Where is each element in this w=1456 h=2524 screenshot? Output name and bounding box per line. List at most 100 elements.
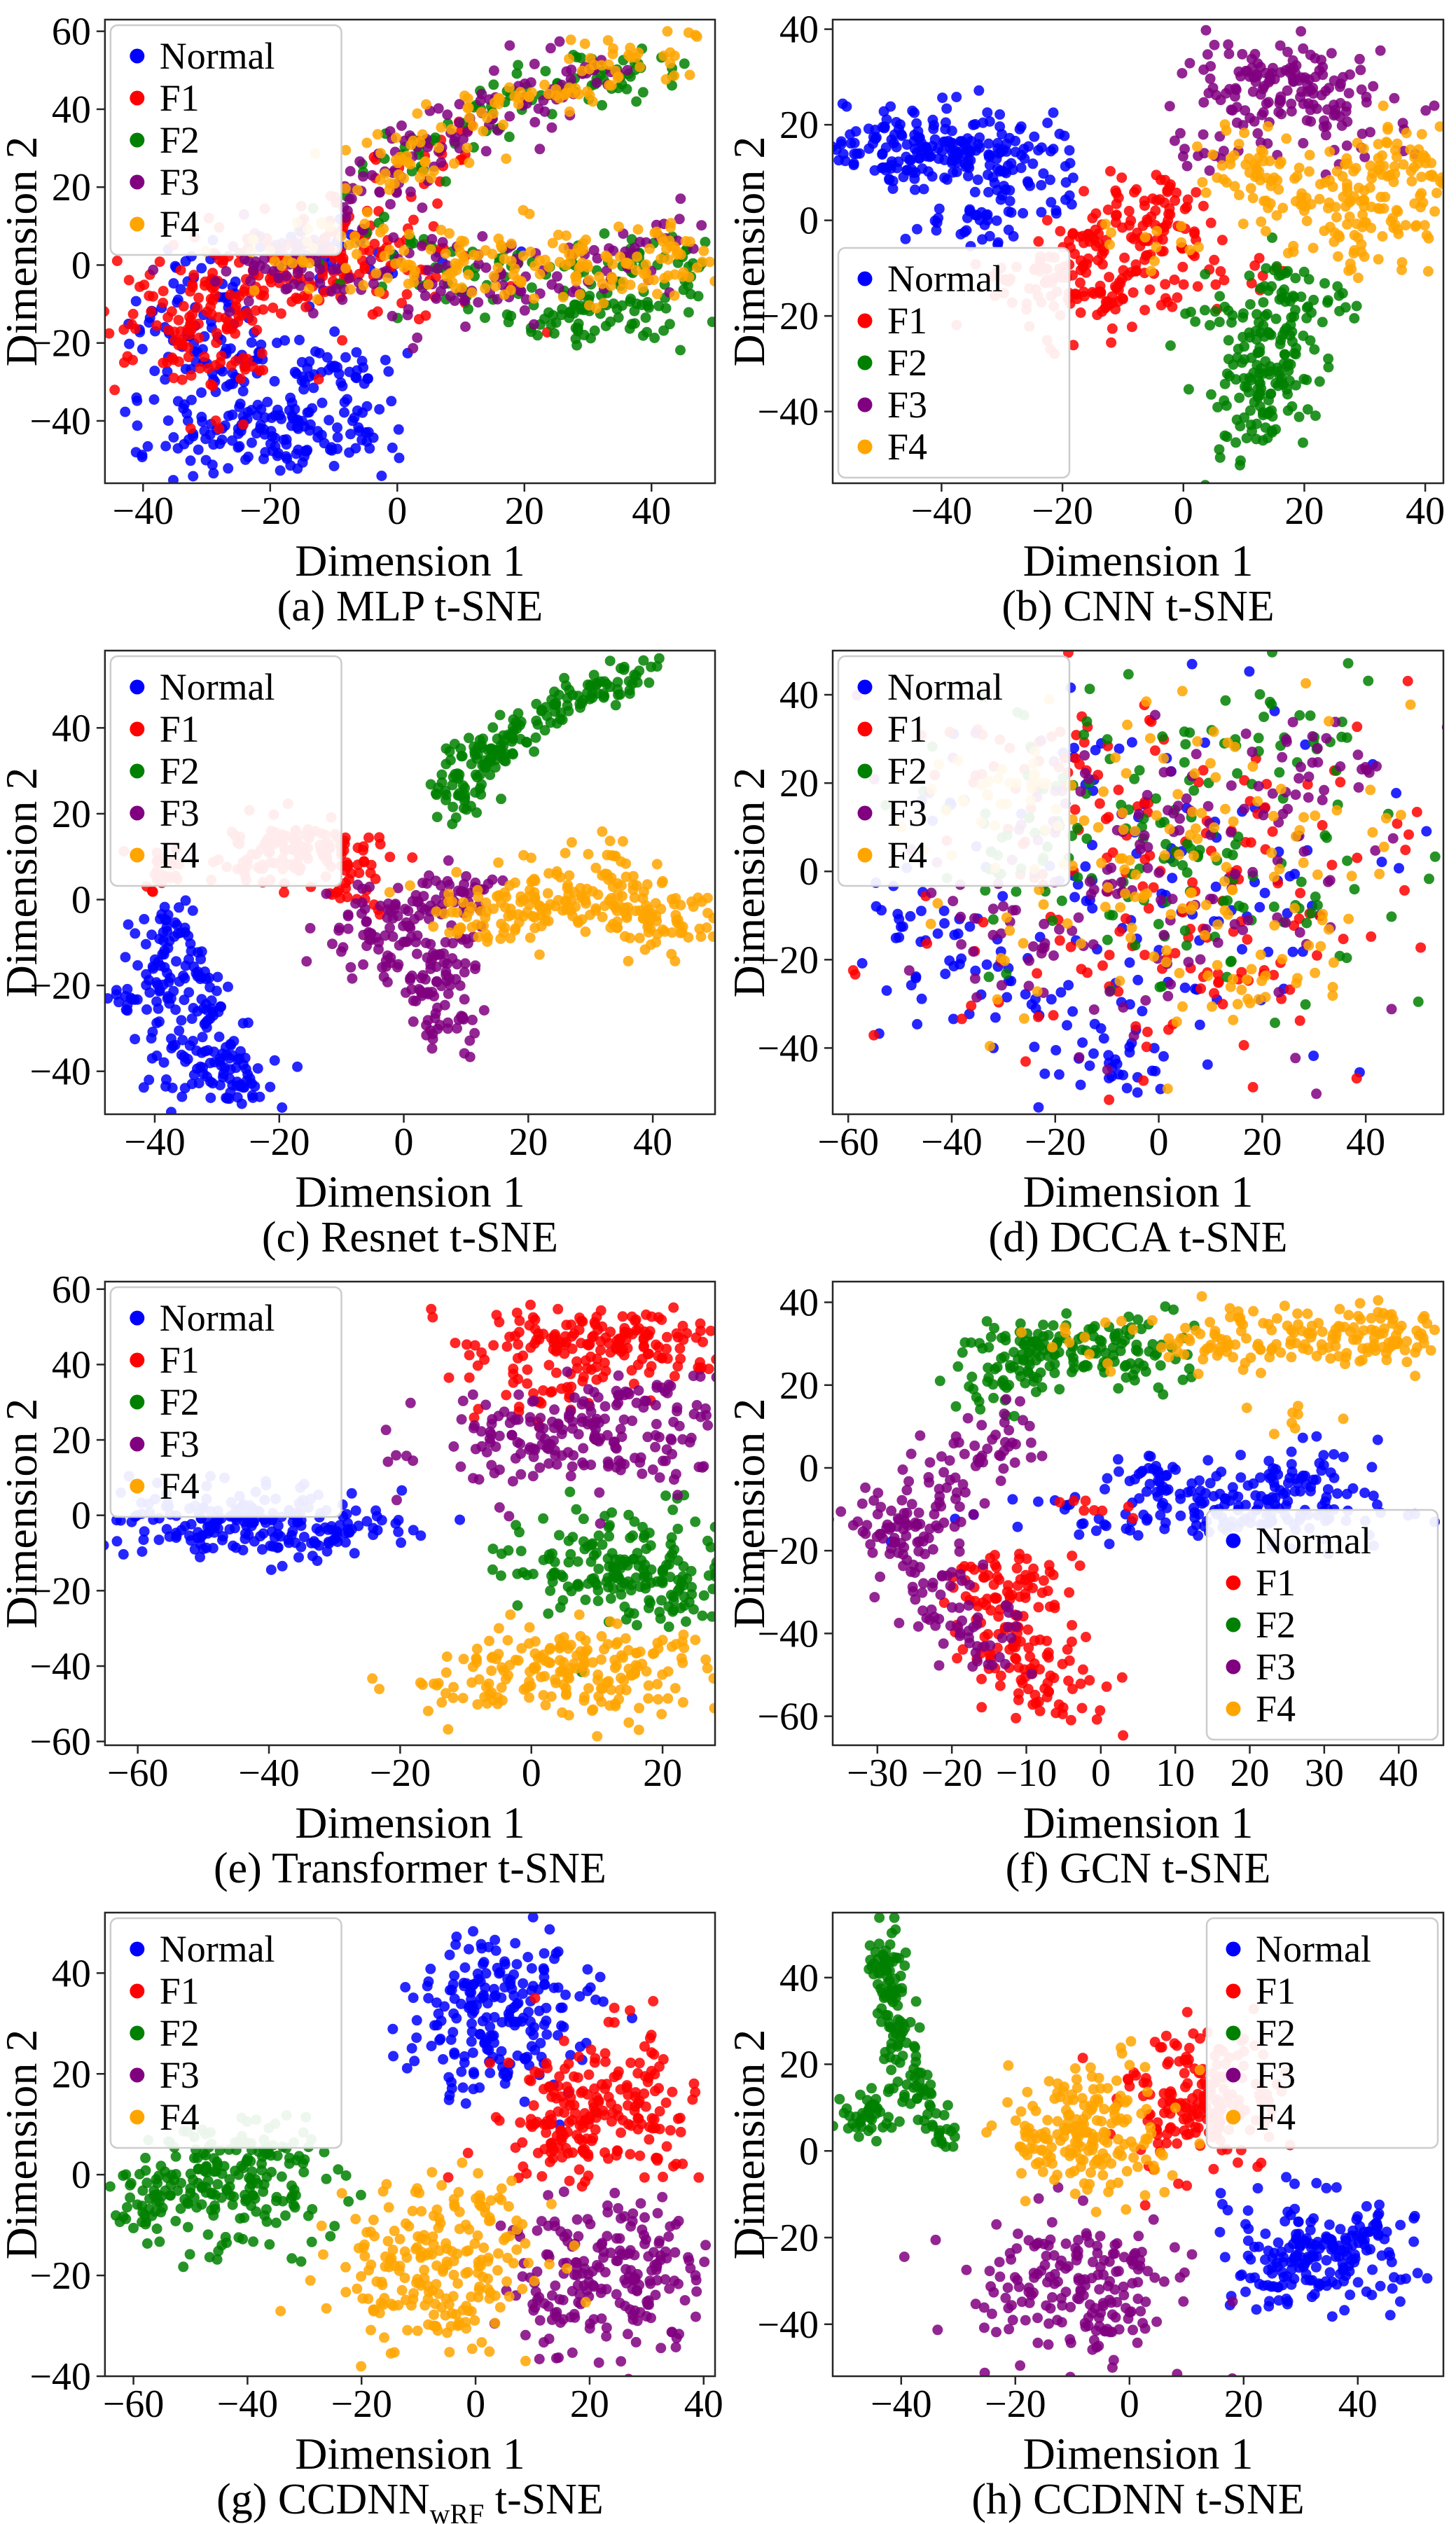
scatter-points [104, 26, 716, 483]
point [1110, 281, 1121, 292]
point [380, 961, 391, 972]
point [1342, 179, 1352, 190]
point [1015, 121, 1027, 132]
point [1275, 335, 1287, 345]
point [1429, 851, 1441, 862]
point [1284, 296, 1296, 307]
point [331, 887, 342, 898]
x-tick-label: −20 [1032, 490, 1093, 533]
point [1078, 230, 1088, 242]
point [1194, 1019, 1205, 1030]
point [1235, 455, 1246, 466]
point [164, 998, 175, 1009]
point [1004, 195, 1015, 207]
point [1258, 155, 1269, 167]
point [1258, 297, 1269, 308]
point [1254, 689, 1266, 700]
point [420, 156, 431, 167]
point [1294, 710, 1305, 721]
point [1095, 288, 1107, 299]
point [404, 921, 415, 931]
point [879, 121, 890, 132]
point [1253, 733, 1264, 744]
point [1104, 986, 1116, 997]
point [1255, 89, 1266, 100]
point [607, 919, 618, 929]
point [683, 307, 694, 318]
point [1165, 179, 1176, 190]
point [636, 299, 647, 310]
point [1205, 217, 1216, 228]
point [475, 95, 486, 106]
point [1114, 743, 1125, 754]
point [1298, 846, 1310, 857]
point [1243, 387, 1254, 398]
point [1282, 803, 1294, 814]
point [1038, 899, 1049, 910]
point [168, 373, 179, 384]
point [1261, 779, 1273, 790]
point [250, 256, 261, 268]
point [1306, 908, 1317, 919]
point [959, 148, 970, 159]
point [398, 245, 410, 256]
point [461, 804, 472, 815]
point [354, 156, 366, 167]
point [1396, 264, 1407, 275]
point [462, 911, 473, 922]
point [620, 858, 632, 869]
point [139, 1526, 150, 1537]
point [1023, 980, 1034, 992]
point [1327, 181, 1338, 193]
point [1065, 941, 1076, 952]
point [932, 928, 943, 939]
point [120, 1004, 132, 1015]
point [614, 251, 625, 263]
point [487, 874, 498, 885]
point [1359, 185, 1370, 196]
point [1119, 252, 1130, 263]
point [454, 99, 465, 110]
point [1406, 176, 1417, 187]
legend-label-f3: F3 [160, 161, 200, 203]
point [304, 258, 315, 269]
point [1105, 166, 1116, 176]
point [1237, 219, 1249, 230]
point [526, 876, 537, 887]
point [1082, 967, 1093, 978]
point [164, 936, 175, 947]
point [1391, 788, 1402, 798]
point [524, 209, 535, 219]
point [1139, 305, 1151, 316]
point [1411, 220, 1422, 231]
point [1176, 237, 1187, 248]
point [664, 319, 675, 330]
point [613, 221, 624, 233]
point [646, 661, 657, 672]
point [1416, 172, 1427, 183]
point [530, 732, 541, 743]
point [120, 406, 131, 417]
point [637, 282, 649, 293]
point [462, 103, 473, 113]
point [431, 894, 442, 906]
point [1141, 1041, 1152, 1053]
point [1165, 909, 1177, 920]
point [445, 754, 456, 765]
point [513, 60, 524, 71]
point [412, 332, 423, 343]
point [1150, 205, 1161, 216]
point [665, 57, 676, 69]
point [457, 751, 468, 762]
legend-marker-f1 [857, 313, 873, 328]
point [1084, 684, 1095, 695]
point [1445, 671, 1455, 681]
point [1033, 236, 1044, 247]
point [1394, 863, 1404, 874]
point [888, 137, 899, 148]
point [1424, 873, 1434, 885]
point [959, 158, 971, 169]
point [507, 748, 518, 759]
point [429, 950, 441, 961]
point [262, 396, 273, 408]
